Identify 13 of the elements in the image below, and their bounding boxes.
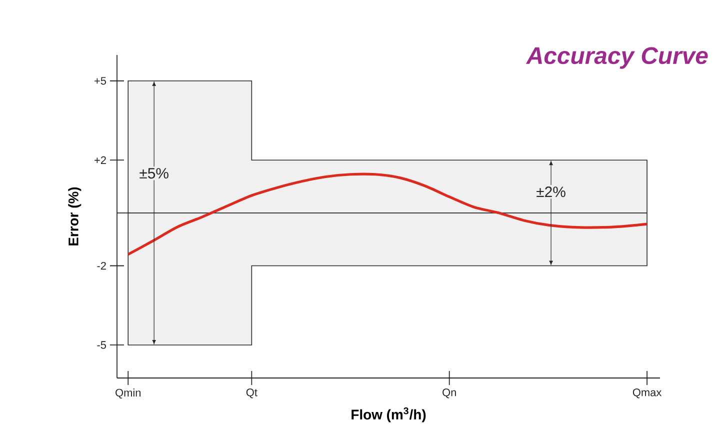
x-axis-title: Flow (m$^{3}$/h) [352,407,426,422]
y-axis-title: Error (%) [68,187,82,246]
annotation: ±2% [536,186,566,198]
x-tick-label: Qn [442,388,456,398]
chart-title: Accuracy Curve [526,47,708,69]
x-tick-label: Qmax [632,388,662,398]
x-tick-label: Qt [246,388,258,398]
y-tick-label: +2 [94,156,106,164]
annotation: ±5% [140,168,168,179]
y-tick-label: -5 [97,341,106,349]
y-tick-label: +5 [94,77,106,85]
y-tick-label: -2 [97,262,106,270]
x-tick-label: Qmin [116,388,140,399]
